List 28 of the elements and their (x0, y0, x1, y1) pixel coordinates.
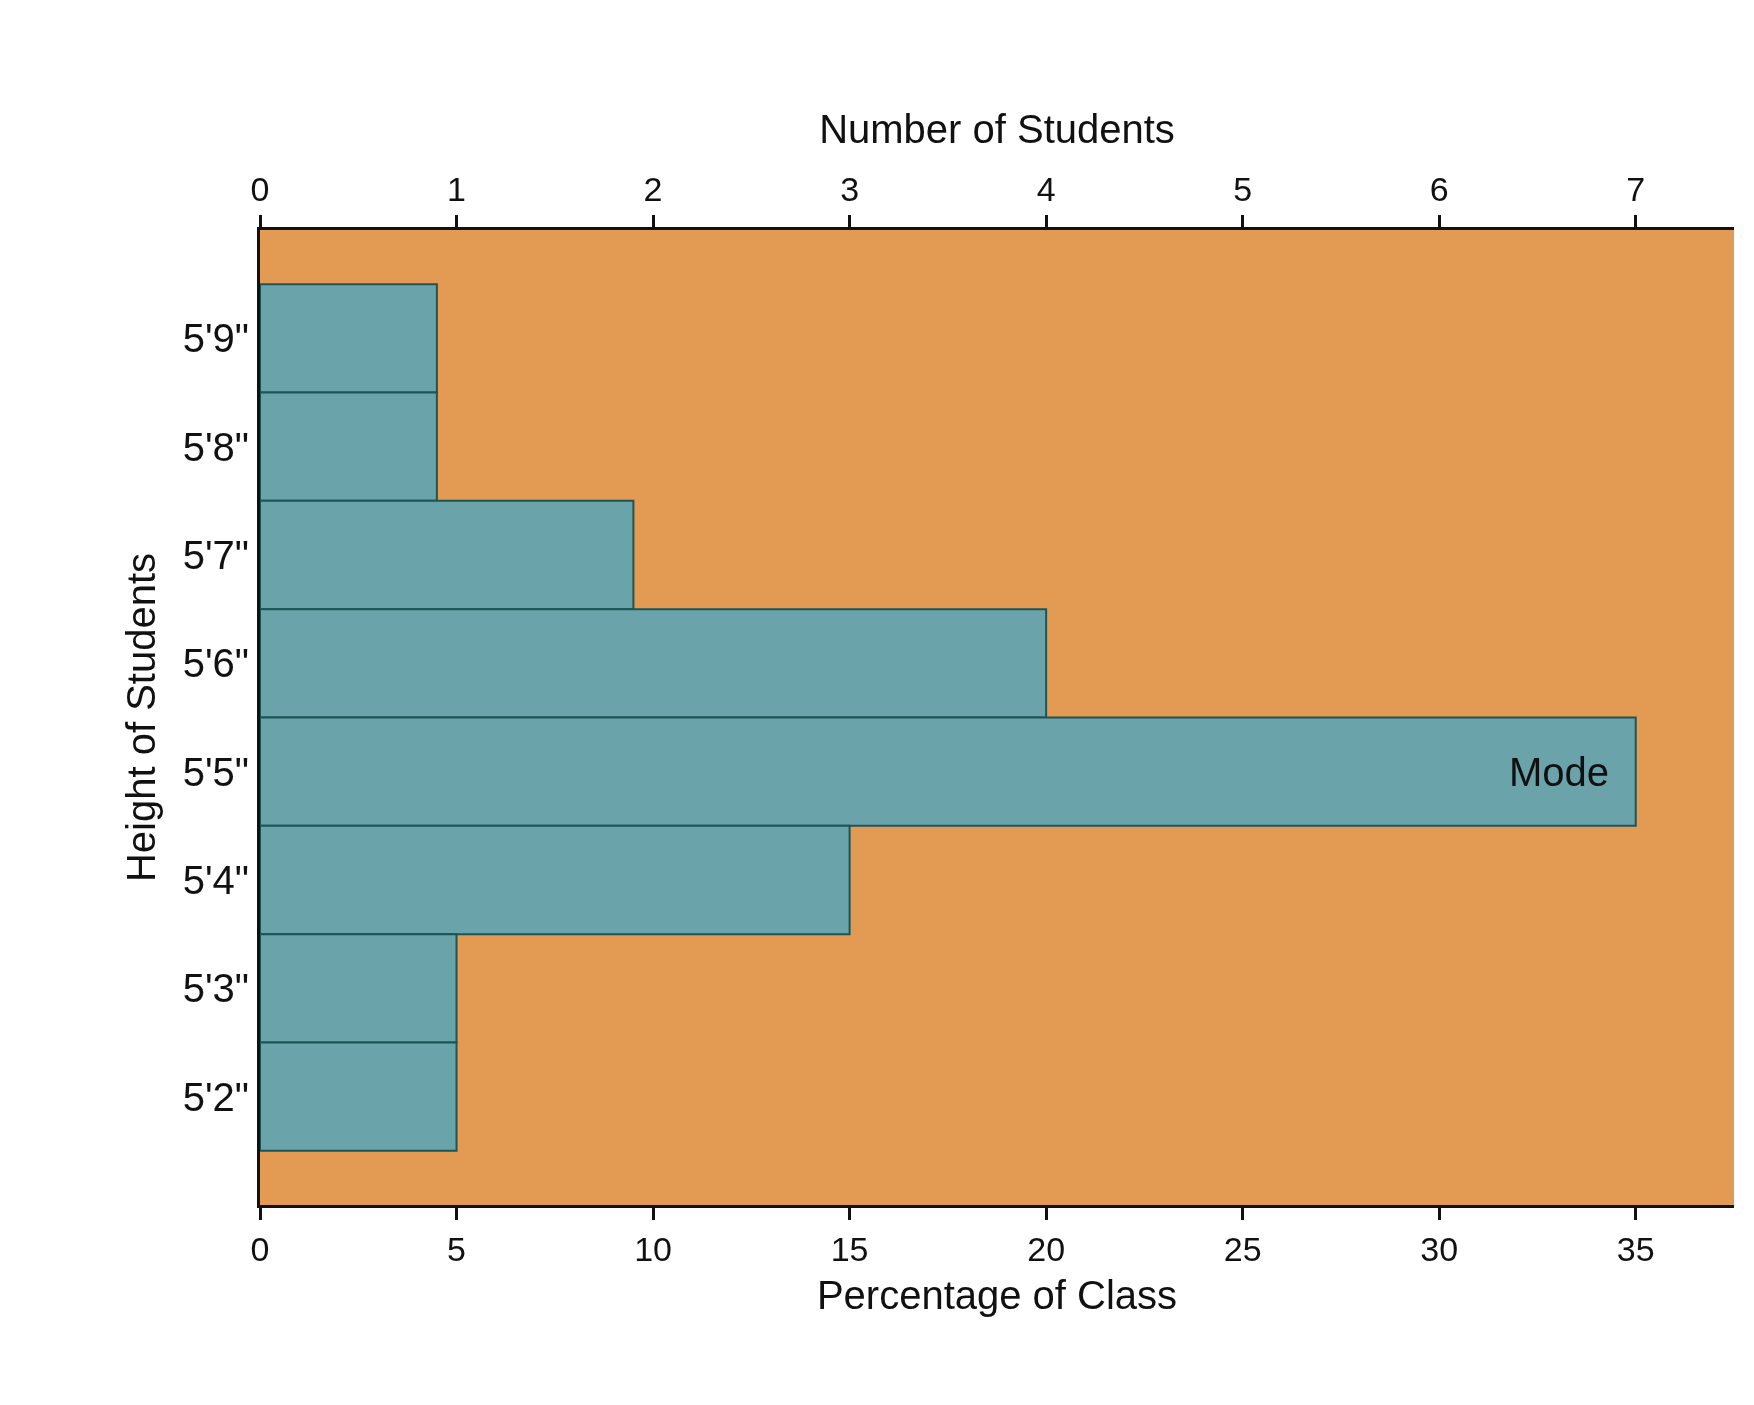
annotation: Mode (1509, 750, 1610, 794)
y-tick-label: 5'3" (182, 966, 249, 1011)
x2-tick-label: 1 (447, 170, 466, 209)
x-tick-label: 15 (830, 1229, 869, 1268)
x-tick-label: 5 (447, 1229, 466, 1268)
x2-tick-label: 7 (1626, 170, 1646, 209)
y-tick-label: 5'2" (182, 1074, 249, 1119)
x2-tick-label: 5 (1233, 170, 1253, 209)
y-tick-label: 5'9" (182, 316, 249, 361)
x-tick-label: 10 (634, 1229, 672, 1268)
y-axis-title: Height of Students (119, 552, 164, 883)
x2-axis-title: Number of Students (819, 106, 1175, 151)
x2-tick-label: 2 (643, 170, 663, 209)
x-tick-label: 30 (1420, 1229, 1459, 1268)
x2-tick-label: 4 (1036, 170, 1056, 209)
x-tick-label: 20 (1027, 1229, 1066, 1268)
y-tick-label: 5'5" (182, 749, 249, 794)
y-tick-label: 5'6" (182, 641, 249, 686)
y-tick-label: 5'8" (182, 424, 249, 469)
x-tick-label: 25 (1223, 1229, 1262, 1268)
y-tick-label: 5'7" (182, 533, 249, 577)
x2-tick-label: 3 (840, 170, 860, 209)
x2-tick-label: 0 (250, 170, 270, 209)
x-tick-label: 0 (250, 1229, 270, 1268)
x-axis-title: Percentage of Class (816, 1273, 1178, 1318)
y-tick-label: 5'4" (182, 858, 249, 902)
x-tick-label: 35 (1616, 1229, 1655, 1268)
x2-tick-label: 6 (1429, 170, 1449, 209)
